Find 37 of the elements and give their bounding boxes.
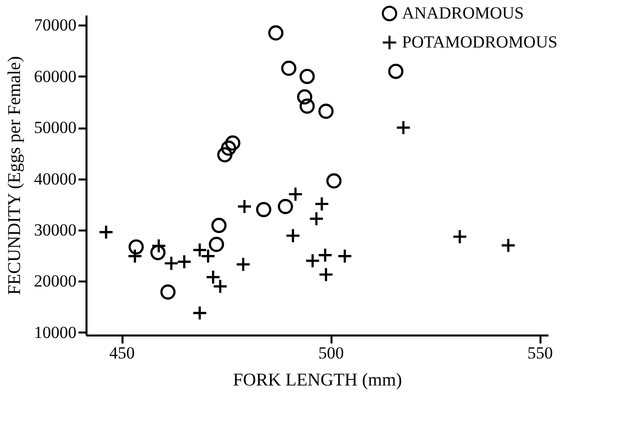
- point: [192, 305, 208, 321]
- point: [278, 198, 294, 214]
- point: [211, 218, 227, 234]
- y-tick-label: 50000: [34, 118, 76, 138]
- x-tick-label: 550: [527, 344, 553, 362]
- x-tick-label: 500: [318, 344, 344, 362]
- point: [256, 202, 272, 218]
- y-tick-label: 30000: [34, 220, 76, 240]
- point: [300, 98, 315, 114]
- legend-label: ANADROMOUS: [402, 4, 524, 22]
- point: [208, 236, 224, 252]
- point: [98, 224, 114, 240]
- point: [281, 60, 296, 76]
- point: [160, 284, 176, 300]
- point: [285, 228, 301, 244]
- point: [220, 140, 236, 156]
- point: [236, 198, 252, 214]
- point: [225, 135, 240, 151]
- point: [288, 186, 304, 202]
- y-tick-label: 20000: [34, 272, 76, 291]
- y-tick-label: 10000: [34, 322, 76, 342]
- point: [326, 173, 342, 188]
- x-axis-title: FORK LENGTH (mm): [233, 370, 402, 390]
- point: [388, 64, 404, 79]
- y-tick-label: 60000: [34, 66, 76, 86]
- point: [128, 239, 144, 255]
- point: [297, 89, 312, 105]
- point: [268, 25, 284, 41]
- y-tick-label: 70000: [34, 16, 76, 35]
- x-tick-label: 450: [109, 344, 135, 362]
- y-tick-label: 40000: [34, 169, 76, 188]
- point: [300, 68, 315, 84]
- point: [217, 147, 232, 162]
- point: [318, 104, 334, 119]
- point: [318, 266, 334, 282]
- y-axis-title: FECUNDITY (Eggs per Female): [4, 56, 24, 295]
- legend-label: POTAMODROMOUS: [402, 32, 558, 52]
